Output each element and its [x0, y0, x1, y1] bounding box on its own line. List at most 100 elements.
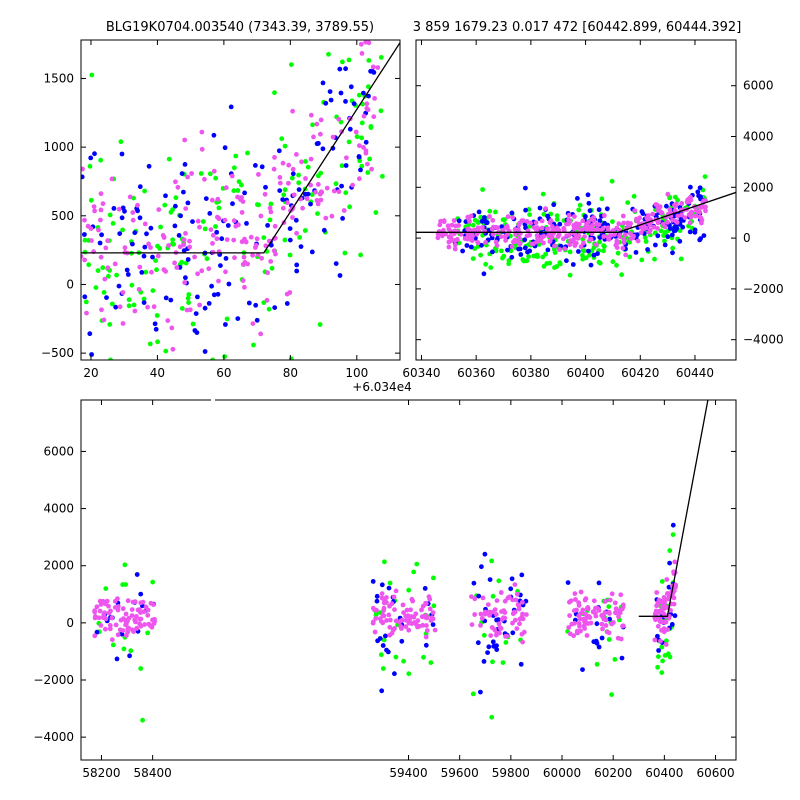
bottom-point-green	[428, 660, 434, 665]
top-right-point-magenta	[644, 215, 650, 221]
top-right-point-magenta	[632, 208, 638, 214]
top-right-point-blue	[464, 243, 470, 248]
bottom-point-magenta	[137, 616, 143, 622]
top-left-point-magenta	[177, 244, 183, 250]
top-right-point-green	[610, 219, 615, 225]
bottom-point-magenta	[472, 596, 478, 602]
top-right-point-magenta	[653, 202, 659, 207]
bottom-point-magenta	[578, 610, 584, 616]
bottom-point-blue	[379, 582, 385, 588]
top-left-point-magenta	[370, 64, 376, 70]
top-left-point-magenta	[290, 215, 295, 220]
bottom-point-blue	[374, 593, 380, 599]
top-left-point-blue	[340, 216, 345, 221]
top-right-point-magenta	[458, 231, 464, 237]
top-left-point-magenta	[165, 318, 171, 323]
top-left-point-blue	[214, 229, 220, 235]
top-right-point-magenta	[635, 238, 641, 244]
bottom-point-magenta	[409, 596, 415, 602]
top-left-point-magenta	[189, 171, 195, 176]
top-right-point-green	[520, 257, 526, 262]
top-left-point-magenta	[240, 199, 246, 205]
top-left-point-green	[129, 282, 135, 288]
bottom-point-magenta	[424, 623, 429, 628]
bottom-point-blue	[519, 572, 525, 578]
top-right-point-blue	[509, 210, 515, 216]
bottom-point-blue	[375, 638, 380, 644]
top-left-point-magenta	[258, 331, 264, 337]
top-right-ytick-label: 2000	[743, 180, 774, 194]
top-right-frame	[415, 39, 737, 361]
top-right-point-green	[597, 260, 603, 266]
top-left-point-magenta	[336, 189, 342, 195]
top-right-point-magenta	[550, 227, 556, 233]
top-right-point-magenta	[490, 217, 496, 223]
bottom-ytick-label: 6000	[43, 444, 74, 458]
top-left-point-magenta	[254, 236, 260, 242]
top-left-point-magenta	[371, 114, 377, 120]
top-left-point-magenta	[185, 174, 191, 180]
top-right-point-magenta	[465, 226, 471, 232]
top-right-point-green	[619, 272, 624, 278]
top-left-points	[81, 40, 385, 387]
top-right-point-magenta	[617, 232, 623, 238]
top-left-point-blue	[153, 326, 159, 332]
top-left-point-blue	[287, 226, 293, 232]
top-left-point-magenta	[122, 245, 128, 251]
top-right-point-magenta	[590, 222, 595, 228]
top-right-point-green	[661, 233, 666, 238]
top-left-point-green	[110, 221, 116, 226]
top-right-point-green	[540, 254, 546, 260]
bottom-point-magenta	[572, 591, 578, 596]
top-left-point-green	[179, 306, 185, 311]
top-left-point-magenta	[223, 269, 228, 275]
top-right-point-magenta	[504, 223, 510, 229]
top-right-point-blue	[695, 189, 701, 195]
top-right-point-blue	[645, 247, 650, 252]
top-left-point-magenta	[197, 224, 202, 230]
bottom-point-magenta	[94, 604, 100, 610]
bottom-point-magenta	[112, 598, 118, 604]
top-right-point-magenta	[537, 237, 543, 243]
top-right-point-magenta	[448, 235, 454, 240]
top-left-point-magenta	[341, 208, 347, 213]
top-left-point-green	[368, 124, 374, 129]
top-right-point-green	[643, 239, 649, 244]
bottom-point-magenta	[520, 639, 525, 645]
bottom-point-green	[140, 717, 146, 723]
bottom-point-magenta	[663, 642, 669, 647]
bottom-point-magenta	[372, 629, 378, 635]
top-right-point-green	[493, 248, 499, 254]
top-left-point-blue	[206, 301, 212, 306]
bottom-point-magenta	[406, 627, 412, 633]
top-left-point-magenta	[290, 166, 296, 172]
top-right-point-magenta	[578, 229, 583, 234]
panel-top-right: 60340 60360 60380 60400 60420 60440 −4000 −2000…	[402, 39, 784, 380]
top-left-point-magenta	[248, 234, 254, 240]
top-left-point-magenta	[98, 191, 104, 197]
top-left-point-magenta	[259, 255, 264, 261]
bottom-point-magenta	[409, 614, 414, 619]
top-left-point-magenta	[91, 204, 97, 210]
top-right-point-green	[601, 248, 606, 254]
bottom-point-magenta	[512, 617, 518, 623]
top-right-point-magenta	[591, 218, 597, 224]
top-right-point-blue	[460, 248, 465, 254]
top-left-point-green	[282, 237, 288, 243]
title-left: BLG19K0704.003540 (7343.39, 3789.55)	[106, 20, 374, 35]
top-right-point-blue	[564, 258, 569, 264]
top-left-point-blue	[225, 223, 231, 228]
top-left-point-blue	[337, 273, 343, 278]
bottom-point-green	[496, 578, 502, 584]
top-left-point-magenta	[239, 195, 245, 200]
top-left-point-magenta	[89, 382, 94, 387]
top-right-point-green	[524, 258, 530, 264]
top-right-point-blue	[665, 234, 671, 240]
top-left-point-magenta	[209, 197, 215, 203]
bottom-point-magenta	[479, 616, 485, 621]
top-right-point-magenta	[687, 220, 693, 226]
bottom-point-blue	[481, 659, 487, 664]
bottom-point-magenta	[601, 616, 607, 622]
top-left-point-magenta	[130, 217, 136, 223]
top-left-point-magenta	[149, 269, 154, 275]
